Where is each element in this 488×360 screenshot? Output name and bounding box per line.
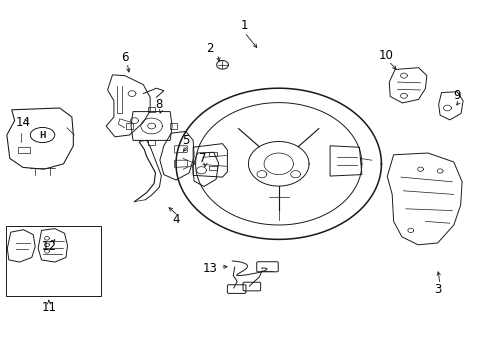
Bar bbox=[18, 147, 30, 153]
Text: 2: 2 bbox=[206, 42, 214, 55]
Bar bbox=[148, 140, 155, 145]
Text: 13: 13 bbox=[203, 262, 217, 275]
Text: 4: 4 bbox=[172, 213, 180, 226]
Text: 9: 9 bbox=[452, 89, 460, 102]
Text: 14: 14 bbox=[16, 116, 31, 129]
Text: 12: 12 bbox=[41, 240, 56, 253]
Bar bbox=[170, 123, 177, 129]
Bar bbox=[126, 123, 133, 129]
Text: 5: 5 bbox=[182, 134, 189, 147]
Text: 7: 7 bbox=[199, 152, 206, 165]
Text: H: H bbox=[39, 130, 46, 139]
Text: 3: 3 bbox=[433, 283, 441, 296]
Bar bbox=[6, 226, 101, 296]
Text: 10: 10 bbox=[378, 49, 393, 62]
Text: 8: 8 bbox=[155, 98, 163, 111]
Text: 6: 6 bbox=[121, 51, 128, 64]
Bar bbox=[148, 107, 155, 112]
Text: 1: 1 bbox=[240, 19, 248, 32]
Text: 11: 11 bbox=[41, 301, 56, 314]
